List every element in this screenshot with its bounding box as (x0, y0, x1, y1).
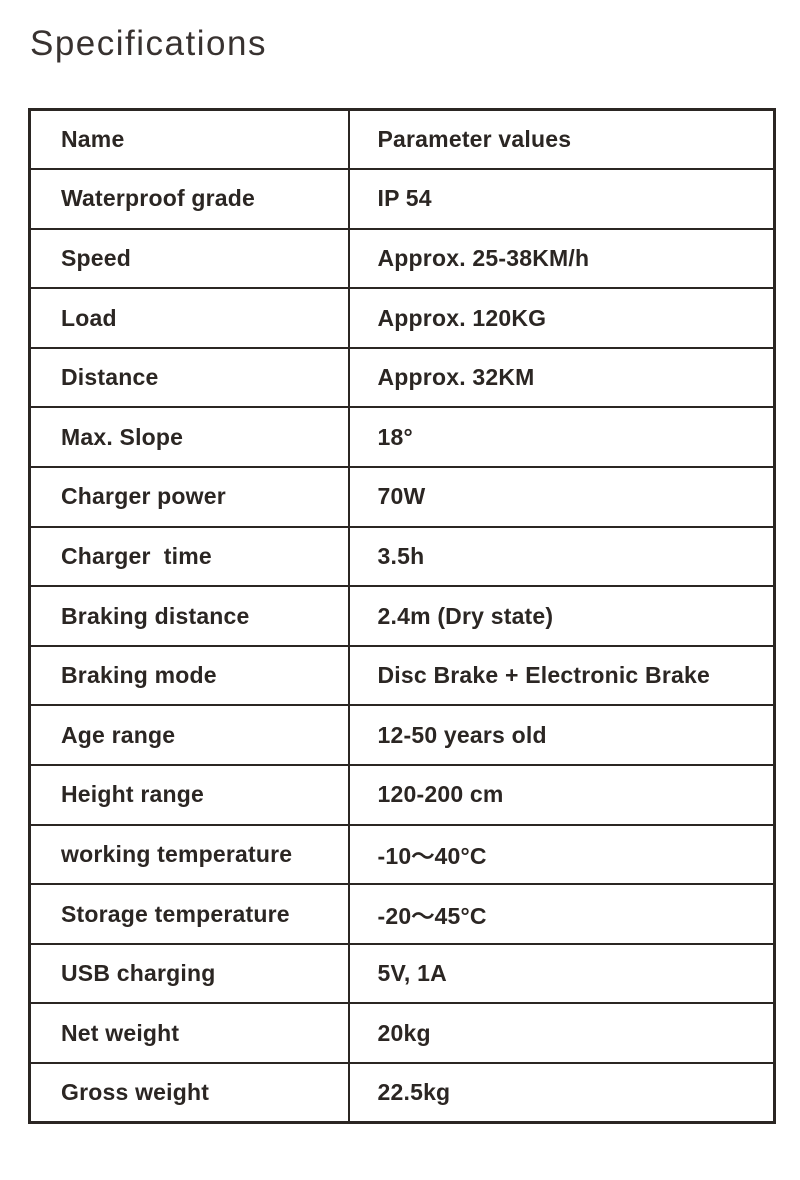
spec-name-cell: Load (28, 287, 350, 349)
header-parameter-values-cell: Parameter values (347, 108, 776, 171)
spec-value-cell: 20kg (347, 1002, 776, 1064)
table-row: Age range 12-50 years old (28, 704, 776, 767)
spec-name-cell: working temperature (28, 823, 350, 886)
spec-name-cell: Waterproof grade (28, 168, 350, 230)
table-row: Speed Approx. 25-38KM/h (28, 227, 776, 290)
spec-value-cell: 18° (347, 406, 776, 469)
header-name-cell: Name (28, 108, 350, 171)
spec-value-cell: -10～40°C (347, 823, 776, 886)
table-row: Height range 120-200 cm (28, 764, 776, 826)
spec-value-cell: Approx. 32KM (347, 346, 776, 409)
table-row: Load Approx. 120KG (28, 287, 776, 349)
spec-name-cell: Charger time (28, 525, 350, 588)
spec-name-cell: Distance (28, 346, 350, 409)
spec-name-cell: Height range (28, 764, 350, 826)
spec-value-cell: Approx. 120KG (347, 287, 776, 349)
specifications-table: Name Parameter values Waterproof grade IP… (28, 108, 776, 1125)
table-row: Storage temperature -20～45°C (28, 883, 776, 945)
spec-value-cell: 120-200 cm (347, 764, 776, 826)
table-row: Waterproof grade IP 54 (28, 168, 776, 230)
spec-name-cell: Net weight (28, 1002, 350, 1064)
spec-value-cell: Disc Brake + Electronic Brake (347, 644, 776, 707)
spec-value-cell: 5V, 1A (347, 942, 776, 1005)
spec-name-cell: Braking distance (28, 585, 350, 647)
spec-value-cell: -20～45°C (347, 883, 776, 945)
spec-value-cell: IP 54 (347, 168, 776, 230)
table-row: Braking distance 2.4m (Dry state) (28, 585, 776, 647)
spec-value-cell: 70W (347, 466, 776, 528)
table-row: USB charging 5V, 1A (28, 942, 776, 1005)
page-title: Specifications (30, 24, 267, 63)
specifications-table-body: Name Parameter values Waterproof grade IP… (28, 108, 776, 1124)
spec-value-cell: 22.5kg (347, 1062, 776, 1124)
table-row: Distance Approx. 32KM (28, 346, 776, 409)
table-row: Net weight 20kg (28, 1002, 776, 1064)
table-row: Charger time 3.5h (28, 525, 776, 588)
table-row: Braking mode Disc Brake + Electronic Brak… (28, 644, 776, 707)
spec-value-cell: Approx. 25-38KM/h (347, 227, 776, 290)
spec-name-cell: Gross weight (28, 1062, 350, 1124)
spec-name-cell: Charger power (28, 466, 350, 528)
table-row: Charger power 70W (28, 466, 776, 528)
spec-name-cell: Age range (28, 704, 350, 767)
spec-value-cell: 12-50 years old (347, 704, 776, 767)
spec-value-cell: 2.4m (Dry state) (347, 585, 776, 647)
table-row: working temperature -10～40°C (28, 823, 776, 886)
spec-name-cell: Max. Slope (28, 406, 350, 469)
spec-name-cell: Storage temperature (28, 883, 350, 945)
spec-name-cell: Speed (28, 227, 350, 290)
spec-value-cell: 3.5h (347, 525, 776, 588)
spec-name-cell: USB charging (28, 942, 350, 1005)
table-header-row: Name Parameter values (28, 108, 776, 171)
table-row: Max. Slope 18° (28, 406, 776, 469)
table-row: Gross weight 22.5kg (28, 1062, 776, 1124)
spec-name-cell: Braking mode (28, 644, 350, 707)
